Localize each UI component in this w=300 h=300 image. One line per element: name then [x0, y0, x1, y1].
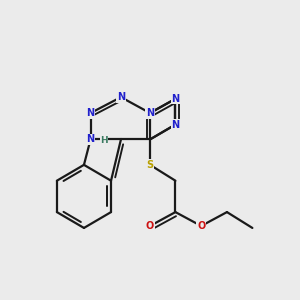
Text: N: N [86, 134, 94, 144]
Text: N: N [171, 120, 179, 130]
Text: O: O [197, 221, 205, 231]
Text: N: N [146, 108, 154, 118]
Text: O: O [146, 221, 154, 231]
Text: S: S [146, 160, 154, 170]
Text: N: N [86, 108, 94, 118]
Text: N: N [117, 92, 125, 102]
Text: N: N [171, 94, 179, 104]
Text: H: H [100, 136, 108, 146]
